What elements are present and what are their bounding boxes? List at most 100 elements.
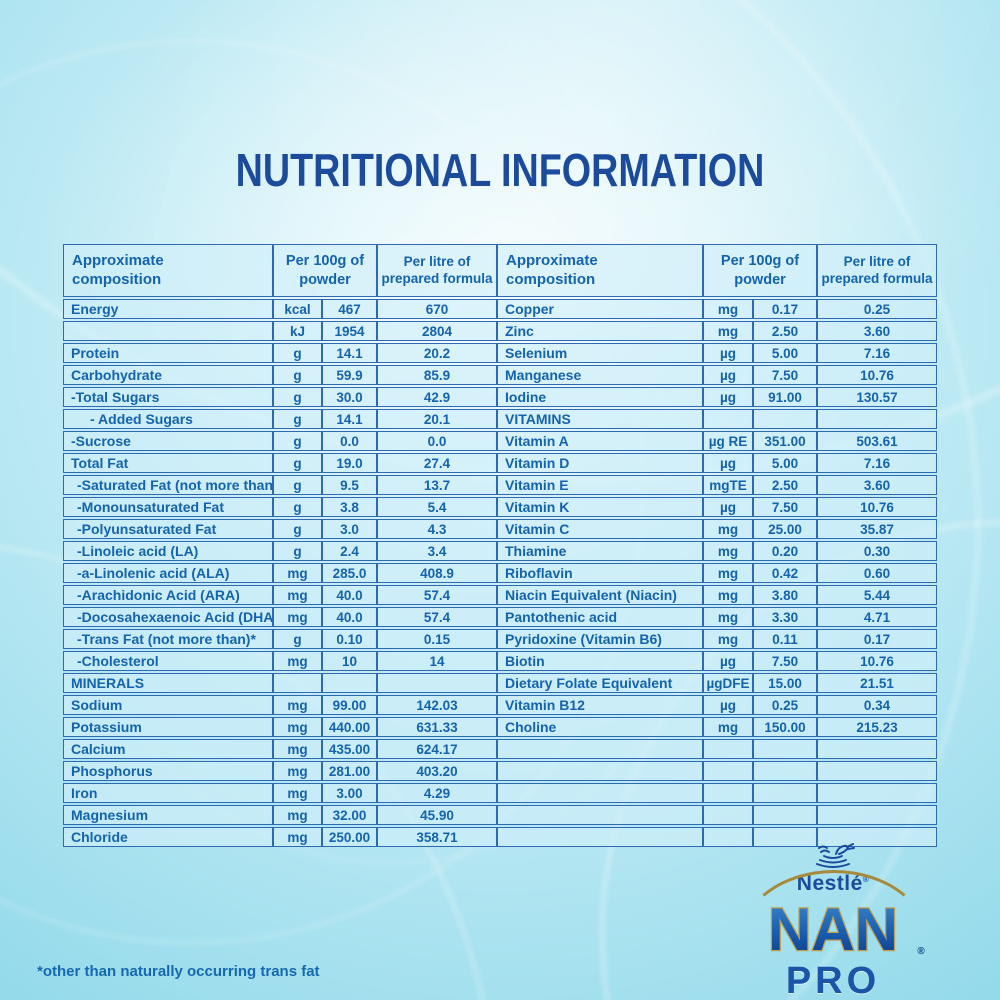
nestle-nest-icon <box>733 842 933 873</box>
left-table-body: Energy kcal 467 670 kJ 1954 2804 Protein g 14.1 20… <box>63 299 497 847</box>
row-unit: µg <box>703 453 753 473</box>
row-per-100g: 3.30 <box>753 607 817 627</box>
row-per-100g: 5.00 <box>753 343 817 363</box>
row-unit: µg <box>703 365 753 385</box>
table-row: Niacin Equivalent (Niacin) mg 3.80 5.44 <box>497 585 937 605</box>
row-label: Potassium <box>63 717 273 737</box>
row-per-litre: 503.61 <box>817 431 937 451</box>
row-unit <box>703 761 753 781</box>
row-per-litre <box>817 827 937 847</box>
row-per-100g: 0.25 <box>753 695 817 715</box>
row-per-100g: 440.00 <box>322 717 377 737</box>
row-per-litre: 14 <box>377 651 497 671</box>
table-row <box>497 783 937 803</box>
row-per-100g <box>753 761 817 781</box>
right-table-body: Copper mg 0.17 0.25 Zinc mg 2.50 3.60 Selenium µg… <box>497 299 937 847</box>
row-unit: g <box>273 409 322 429</box>
row-per-litre: 5.44 <box>817 585 937 605</box>
table-row: Iron mg 3.00 4.29 <box>63 783 497 803</box>
row-label: -Arachidonic Acid (ARA) <box>63 585 273 605</box>
row-per-litre: 0.25 <box>817 299 937 319</box>
row-per-100g: 7.50 <box>753 497 817 517</box>
row-label: Calcium <box>63 739 273 759</box>
row-unit: mg <box>273 695 322 715</box>
row-per-litre: 57.4 <box>377 607 497 627</box>
row-unit: mg <box>273 783 322 803</box>
nan-pro-logo: Nestlé® NAN ® PRO <box>733 842 933 1000</box>
row-label: -Total Sugars <box>63 387 273 407</box>
row-label: Manganese <box>497 365 703 385</box>
svg-text:NAN: NAN <box>768 896 898 962</box>
table-row: -Sucrose g 0.0 0.0 <box>63 431 497 451</box>
row-label: -a-Linolenic acid (ALA) <box>63 563 273 583</box>
row-label: Sodium <box>63 695 273 715</box>
row-per-100g: 40.0 <box>322 585 377 605</box>
row-per-litre <box>817 761 937 781</box>
table-row: -a-Linolenic acid (ALA) mg 285.0 408.9 <box>63 563 497 583</box>
row-per-100g: 2.50 <box>753 475 817 495</box>
row-unit: mg <box>703 519 753 539</box>
row-unit: mg <box>273 717 322 737</box>
row-unit: mgTE <box>703 475 753 495</box>
row-per-100g: 9.5 <box>322 475 377 495</box>
row-per-litre: 0.17 <box>817 629 937 649</box>
row-per-litre <box>817 783 937 803</box>
table-row <box>497 761 937 781</box>
table-row: Pyridoxine (Vitamin B6) mg 0.11 0.17 <box>497 629 937 649</box>
row-per-100g <box>753 739 817 759</box>
row-label: Energy <box>63 299 273 319</box>
row-per-100g: 5.00 <box>753 453 817 473</box>
row-per-litre <box>377 673 497 693</box>
row-per-100g: 1954 <box>322 321 377 341</box>
row-per-litre: 3.60 <box>817 321 937 341</box>
table-row: Iodine µg 91.00 130.57 <box>497 387 937 407</box>
row-label: Vitamin D <box>497 453 703 473</box>
row-per-litre: 10.76 <box>817 365 937 385</box>
row-per-litre: 10.76 <box>817 651 937 671</box>
row-unit: g <box>273 497 322 517</box>
row-per-100g: 3.8 <box>322 497 377 517</box>
row-unit: g <box>273 387 322 407</box>
row-per-litre <box>817 805 937 825</box>
row-per-100g: 150.00 <box>753 717 817 737</box>
row-unit <box>703 805 753 825</box>
row-per-100g: 40.0 <box>322 607 377 627</box>
table-row <box>497 739 937 759</box>
row-per-litre <box>817 739 937 759</box>
row-label: Thiamine <box>497 541 703 561</box>
table-row: Dietary Folate Equivalent µgDFE 15.00 21.51 <box>497 673 937 693</box>
header-per-litre: Per litre of prepared formula <box>817 244 937 297</box>
row-label: Total Fat <box>63 453 273 473</box>
row-label <box>497 783 703 803</box>
table-row: Biotin µg 7.50 10.76 <box>497 651 937 671</box>
row-unit: g <box>273 475 322 495</box>
row-unit <box>703 739 753 759</box>
row-unit: mg <box>703 607 753 627</box>
table-row: Total Fat g 19.0 27.4 <box>63 453 497 473</box>
row-per-100g: 32.00 <box>322 805 377 825</box>
row-per-litre: 20.2 <box>377 343 497 363</box>
row-label: Vitamin A <box>497 431 703 451</box>
row-unit: g <box>273 365 322 385</box>
row-per-100g <box>753 783 817 803</box>
row-per-litre: 0.15 <box>377 629 497 649</box>
table-row: -Linoleic acid (LA) g 2.4 3.4 <box>63 541 497 561</box>
row-per-litre: 142.03 <box>377 695 497 715</box>
row-per-100g: 99.00 <box>322 695 377 715</box>
row-per-litre: 27.4 <box>377 453 497 473</box>
row-label: Iodine <box>497 387 703 407</box>
row-label: -Sucrose <box>63 431 273 451</box>
row-unit: g <box>273 431 322 451</box>
row-label: Vitamin E <box>497 475 703 495</box>
row-per-litre: 35.87 <box>817 519 937 539</box>
row-unit: g <box>273 629 322 649</box>
row-label: -Docosahexaenoic Acid (DHA) <box>63 607 273 627</box>
row-per-litre: 0.30 <box>817 541 937 561</box>
table-row: -Arachidonic Acid (ARA) mg 40.0 57.4 <box>63 585 497 605</box>
row-per-litre: 215.23 <box>817 717 937 737</box>
row-label: Dietary Folate Equivalent <box>497 673 703 693</box>
row-unit: mg <box>703 321 753 341</box>
